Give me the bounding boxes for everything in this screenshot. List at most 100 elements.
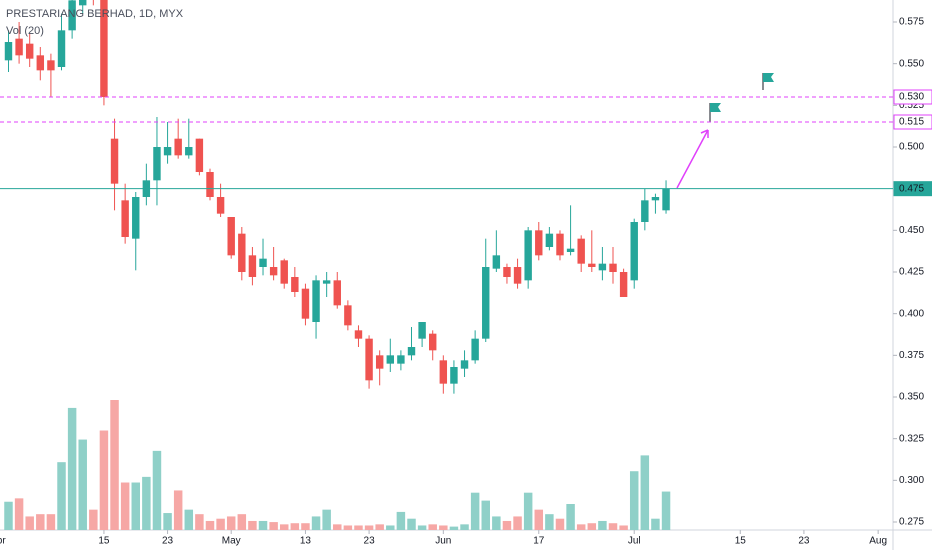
candle-body	[291, 277, 299, 292]
candle-body	[609, 263, 617, 272]
volume-bar	[598, 520, 607, 530]
candle-body	[577, 238, 585, 264]
price-label: 0.515	[899, 117, 924, 128]
volume-bar	[173, 490, 183, 530]
candle-body	[545, 233, 554, 247]
y-tick-label: 0.450	[899, 225, 924, 236]
volume-bar	[502, 520, 512, 530]
candle-body	[227, 217, 235, 256]
candle-body	[110, 138, 119, 184]
candle-body	[36, 55, 45, 71]
volume-bar	[629, 471, 639, 530]
volume-bar	[566, 504, 575, 530]
candle-body	[206, 172, 214, 197]
x-tick-label: Aug	[869, 536, 887, 547]
candle-body	[216, 197, 225, 214]
candle-body	[163, 147, 172, 156]
volume-bar	[152, 450, 162, 530]
candle-body	[57, 30, 66, 67]
candle-body	[482, 267, 490, 339]
candle-body	[185, 147, 193, 156]
volume-bar	[587, 523, 597, 530]
candle-body	[450, 367, 458, 384]
volume-legend: Vol (20)	[6, 25, 44, 37]
candle-body	[322, 280, 331, 284]
volume-bar	[131, 482, 140, 530]
candle-body	[79, 0, 87, 6]
candle-body	[68, 0, 76, 31]
y-tick-label: 0.550	[899, 58, 924, 69]
volume-bar	[110, 400, 119, 530]
candle-body	[513, 267, 522, 284]
candle-body	[25, 43, 34, 59]
volume-bar	[89, 509, 98, 530]
candle-body	[333, 280, 341, 306]
candle-body	[269, 267, 278, 276]
candle-body	[15, 38, 23, 56]
candle-body	[503, 267, 511, 277]
drawings	[676, 73, 774, 189]
candle-body	[238, 233, 246, 272]
x-tick-label: 23	[364, 536, 376, 547]
x-tick-label: 15	[735, 536, 747, 547]
volume-bar	[386, 525, 395, 530]
volume-bar	[640, 455, 650, 530]
y-tick-label: 0.300	[899, 475, 924, 486]
volume-bar	[576, 524, 586, 530]
candle-body	[153, 147, 161, 181]
x-tick-label: 13	[300, 536, 312, 547]
volume-bar	[195, 514, 204, 530]
candle-body	[121, 200, 129, 237]
volume-bar	[99, 430, 109, 530]
volume-bar	[57, 462, 66, 530]
volume-bar	[184, 509, 194, 530]
volume-bar	[375, 524, 384, 530]
price-label-box	[893, 114, 932, 130]
y-tick-label: 0.425	[899, 267, 924, 278]
volume-bar	[25, 516, 34, 530]
x-tick-label: 23	[798, 536, 810, 547]
volume-bar	[407, 518, 416, 530]
volume-bar	[311, 516, 321, 530]
price-label: 0.530	[899, 92, 924, 103]
arrow-head	[700, 129, 709, 138]
volume-bar	[322, 509, 331, 530]
x-tick-label: May	[222, 536, 241, 547]
candle-body	[174, 138, 182, 156]
candle-body	[556, 233, 564, 256]
x-tick-label: 15	[98, 536, 110, 547]
volume-bar	[269, 522, 278, 530]
candle-body	[471, 338, 479, 361]
candle-body	[386, 355, 395, 364]
volume-bar	[439, 525, 448, 530]
candle-body	[195, 138, 204, 172]
volume-bar	[142, 476, 151, 530]
volume-bar	[163, 513, 172, 530]
candle-body	[619, 272, 628, 297]
volume-bar	[555, 518, 565, 530]
candle-body	[248, 255, 257, 277]
volume-bar	[481, 500, 490, 530]
volume-bar	[513, 516, 522, 530]
candle-body	[429, 333, 437, 351]
price-label-box	[893, 181, 932, 197]
volume-bar	[248, 520, 257, 530]
volume-bar	[216, 518, 225, 530]
y-tick-label: 0.400	[899, 308, 924, 319]
plot-area	[4, 0, 671, 530]
flag	[710, 103, 721, 112]
volume-bar	[417, 525, 427, 530]
volume-bar	[14, 498, 24, 530]
volume-bar	[492, 516, 501, 530]
volume-bar	[279, 524, 289, 530]
candle-body	[651, 197, 660, 201]
candle-body	[535, 230, 543, 256]
volume-bar	[46, 514, 56, 530]
candle-body	[630, 222, 638, 281]
candle-body	[301, 288, 310, 319]
x-tick-label: Apr	[0, 536, 6, 547]
volume-bar	[333, 524, 342, 530]
x-tick-label: Jul	[628, 536, 641, 547]
price-label-box	[893, 89, 932, 105]
